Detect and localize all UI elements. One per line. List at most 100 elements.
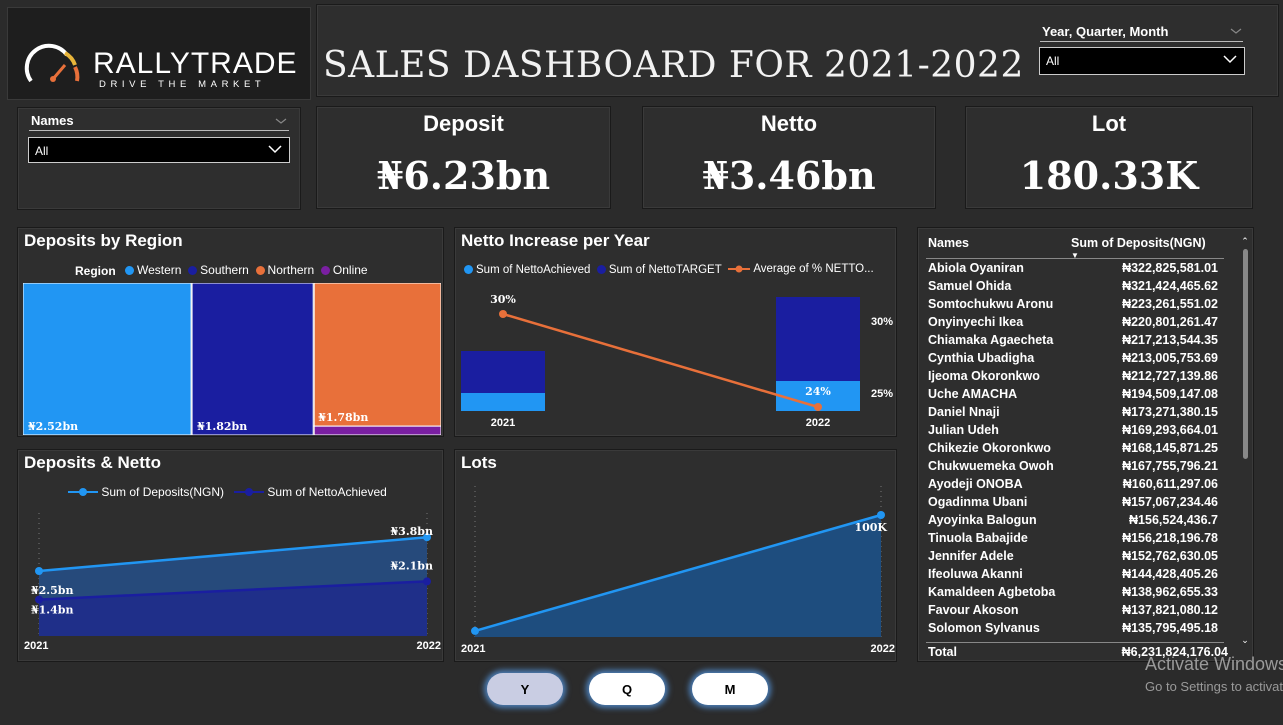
data-point: [423, 533, 431, 542]
date-slicer-dropdown[interactable]: All: [1039, 47, 1245, 75]
lots-visual[interactable]: Lots 100K 2021 2022: [454, 449, 897, 662]
table-row[interactable]: Solomon Sylvanus ₦135,795,495.18: [928, 621, 1218, 639]
table-cell-name: Favour Akoson: [928, 603, 1019, 617]
lots-area-chart[interactable]: 100K 2021 2022: [455, 478, 898, 661]
table-cell-deposit: ₦138,962,655.33: [1122, 585, 1218, 599]
deposits-by-region-visual[interactable]: Deposits by Region Region Western Southe…: [17, 227, 444, 437]
table-row[interactable]: Chikezie Okoronkwo ₦168,145,871.25: [928, 441, 1218, 459]
table-row[interactable]: Daniel Nnaji ₦173,271,380.15: [928, 405, 1218, 423]
table-row[interactable]: Uche AMACHA ₦194,509,147.08: [928, 387, 1218, 405]
table-row[interactable]: Jennifer Adele ₦152,762,630.05: [928, 549, 1218, 567]
y2-tick-label: 25%: [871, 388, 893, 400]
chart-legend: Sum of Deposits(NGN) Sum of NettoAchieve…: [68, 485, 387, 500]
table-cell-deposit: ₦137,821,080.12: [1122, 603, 1218, 617]
table-header-deposits[interactable]: Sum of Deposits(NGN): [1071, 236, 1206, 250]
table-row[interactable]: Somtochukwu Aronu ₦223,261,551.02: [928, 297, 1218, 315]
table-cell-deposit: ₦167,755,796.21: [1122, 459, 1218, 473]
table-row[interactable]: Julian Udeh ₦169,293,664.01: [928, 423, 1218, 441]
names-slicer-value: All: [35, 144, 49, 158]
table-cell-deposit: ₦212,727,139.86: [1122, 369, 1218, 383]
x-tick-label: 2022: [806, 417, 830, 429]
names-slicer-panel: Names All: [17, 107, 301, 210]
chart-legend: Sum of NettoAchieved Sum of NettoTARGET …: [464, 263, 874, 277]
deposits-line: [38, 535, 428, 573]
table-scrollbar[interactable]: ⌃ ⌄: [1240, 236, 1250, 646]
table-row[interactable]: Kamaldeen Agbetoba ₦138,962,655.33: [928, 585, 1218, 603]
table-cell-name: Cynthia Ubadigha: [928, 351, 1035, 365]
table-row[interactable]: Onyinyechi Ikea ₦220,801,261.47: [928, 315, 1218, 333]
table-cell-name: Julian Udeh: [928, 423, 999, 437]
x-tick-label: 2021: [491, 417, 515, 429]
chevron-down-icon: [268, 145, 282, 154]
netto-line: [38, 580, 428, 601]
table-row[interactable]: Ayoyinka Balogun ₦156,524,436.7: [928, 513, 1218, 531]
table-row[interactable]: Ogadinma Ubani ₦157,067,234.46: [928, 495, 1218, 513]
date-slicer-value: All: [1046, 54, 1060, 68]
chevron-down-icon[interactable]: [1229, 23, 1243, 41]
rallytrade-logo: RALLYTRADE DRIVE THE MARKET: [24, 43, 298, 90]
sort-desc-icon: ▼: [1071, 251, 1079, 260]
netto-increase-visual[interactable]: Netto Increase per Year Sum of NettoAchi…: [454, 227, 897, 437]
netto-card-value: ₦3.46bn: [702, 153, 876, 198]
table-row[interactable]: Cynthia Ubadigha ₦213,005,753.69: [928, 351, 1218, 369]
table-cell-deposit: ₦168,145,871.25: [1122, 441, 1218, 455]
table-total-value: ₦6,231,824,176.04: [1121, 645, 1228, 659]
logo-panel: RALLYTRADE DRIVE THE MARKET: [7, 7, 311, 100]
table-row[interactable]: Ijeoma Okoronkwo ₦212,727,139.86: [928, 369, 1218, 387]
table-cell-name: Chikezie Okoronkwo: [928, 441, 1051, 455]
visual-title: Deposits & Netto: [24, 453, 161, 472]
table-row[interactable]: Abiola Oyaniran ₦322,825,581.01: [928, 261, 1218, 279]
table-row[interactable]: Samuel Ohida ₦321,424,465.62: [928, 279, 1218, 297]
lot-card-value: 180.33K: [1019, 153, 1199, 198]
table-row[interactable]: Tinuola Babajide ₦156,218,196.78: [928, 531, 1218, 549]
table-cell-deposit: ₦169,293,664.01: [1122, 423, 1218, 437]
quarter-button[interactable]: Q: [589, 673, 665, 705]
table-row[interactable]: Ifeoluwa Akanni ₦144,428,405.26: [928, 567, 1218, 585]
page-title: SALES DASHBOARD FOR 2021-2022: [323, 45, 1024, 86]
deposit-card: Deposit ₦6.23bn: [316, 106, 611, 209]
title-panel: SALES DASHBOARD FOR 2021-2022 Year, Quar…: [316, 4, 1279, 97]
legend-title: Region: [75, 263, 116, 278]
names-slicer-label: Names: [31, 113, 74, 128]
data-label: 30%: [490, 293, 516, 306]
chart-legend: Region Western Southern Northern Online: [75, 263, 368, 278]
x-tick-label: 2021: [461, 643, 485, 655]
x-tick-label: 2022: [417, 640, 441, 652]
netto-combo-chart[interactable]: 2021 2022 30% 24% 30% 25%: [455, 283, 898, 435]
data-label: 100K: [854, 521, 887, 534]
table-cell-name: Ogadinma Ubani: [928, 495, 1028, 509]
region-treemap[interactable]: ₦2.52bn ₦1.82bn ₦1.78bn: [23, 283, 441, 435]
legend-item-southern: Southern: [188, 263, 249, 277]
table-header-names[interactable]: Names: [928, 236, 969, 250]
treemap-label: ₦2.52bn: [28, 420, 78, 433]
deposits-table[interactable]: Names Sum of Deposits(NGN) ▼ Abiola Oyan…: [917, 227, 1254, 662]
table-cell-deposit: ₦173,271,380.15: [1122, 405, 1218, 419]
visual-title: Lots: [461, 453, 497, 472]
table-row[interactable]: Chiamaka Agaecheta ₦217,213,544.35: [928, 333, 1218, 351]
deposits-netto-area-chart[interactable]: ₦2.5bn ₦3.8bn ₦1.4bn ₦2.1bn 2021 2022: [18, 505, 445, 661]
deposit-card-value: ₦6.23bn: [376, 153, 551, 198]
legend-item-northern: Northern: [255, 263, 314, 277]
chevron-down-icon: [1223, 55, 1237, 64]
table-cell-name: Ayodeji ONOBA: [928, 477, 1023, 491]
treemap-tile-western: [23, 283, 192, 435]
logo-name: RALLYTRADE: [93, 47, 298, 80]
table-cell-name: Tinuola Babajide: [928, 531, 1028, 545]
divider: [29, 130, 289, 131]
month-button[interactable]: M: [692, 673, 768, 705]
table-row[interactable]: Favour Akoson ₦137,821,080.12: [928, 603, 1218, 621]
chevron-down-icon[interactable]: [274, 113, 288, 131]
lots-area: [475, 515, 881, 637]
treemap-label: ₦1.82bn: [197, 420, 247, 433]
year-button[interactable]: Y: [487, 673, 563, 705]
table-row[interactable]: Chukwuemeka Owoh ₦167,755,796.21: [928, 459, 1218, 477]
scroll-down-icon: ⌄: [1241, 635, 1249, 645]
table-cell-name: Somtochukwu Aronu: [928, 297, 1054, 311]
logo-tagline: DRIVE THE MARKET: [99, 79, 265, 90]
names-slicer-dropdown[interactable]: All: [28, 137, 290, 163]
lot-card-title: Lot: [1091, 111, 1127, 136]
deposits-netto-visual[interactable]: Deposits & Netto Sum of Deposits(NGN) Su…: [17, 449, 444, 662]
treemap-tile-northern: [313, 283, 441, 427]
activation-watermark-subtitle: Go to Settings to activate Windows.: [1145, 679, 1283, 694]
table-row[interactable]: Ayodeji ONOBA ₦160,611,297.06: [928, 477, 1218, 495]
